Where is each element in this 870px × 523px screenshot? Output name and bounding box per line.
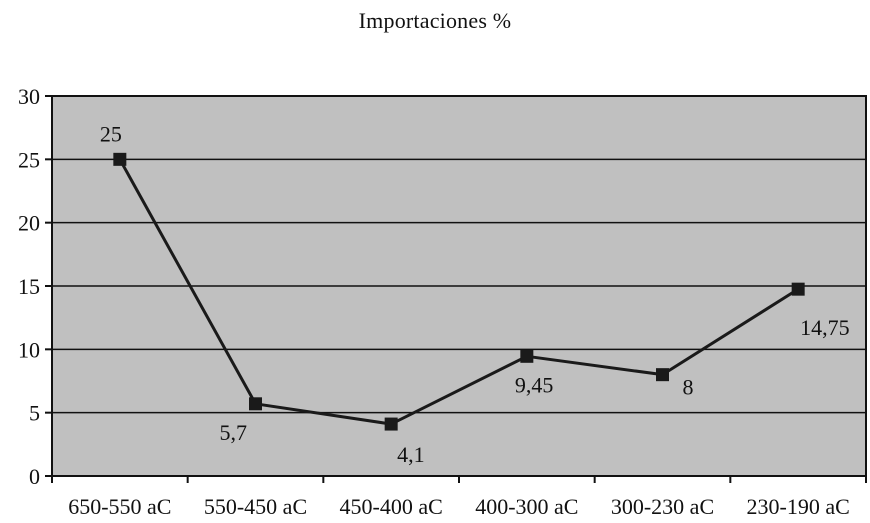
y-tick-label: 5 bbox=[29, 401, 40, 426]
data-point-marker bbox=[656, 368, 669, 382]
data-label: 25 bbox=[100, 121, 122, 146]
x-tick-label: 450-400 aC bbox=[340, 494, 443, 519]
data-point-marker bbox=[384, 417, 398, 431]
axes: 0 5 10 15 20 25 30 650-550 aC 550-450 aC 450-400 … bbox=[18, 84, 867, 519]
x-tick-label: 230-190 aC bbox=[747, 494, 850, 519]
x-tick-label: 650-550 aC bbox=[68, 494, 171, 519]
data-labels: 25 5,7 4,1 9,45 8 14,75 bbox=[100, 121, 850, 467]
y-tick-label: 20 bbox=[18, 211, 40, 236]
data-label: 14,75 bbox=[800, 315, 850, 340]
series-line bbox=[118, 158, 799, 426]
series bbox=[113, 152, 805, 431]
data-point-marker bbox=[113, 152, 127, 166]
gridlines bbox=[52, 158, 866, 414]
y-tick-label: 25 bbox=[18, 147, 40, 172]
data-point-marker bbox=[791, 282, 805, 296]
y-tick-label: 0 bbox=[29, 464, 40, 489]
data-label: 5,7 bbox=[220, 420, 248, 445]
data-label: 8 bbox=[683, 375, 694, 400]
y-tick-label: 15 bbox=[18, 274, 40, 299]
data-point-marker bbox=[249, 397, 262, 411]
data-point-marker bbox=[520, 349, 534, 363]
x-tick-label: 400-300 aC bbox=[475, 494, 578, 519]
data-label: 9,45 bbox=[515, 372, 554, 397]
data-label: 4,1 bbox=[397, 442, 425, 467]
chart-title: Importaciones % bbox=[358, 8, 512, 33]
x-tick-label: 550-450 aC bbox=[204, 494, 307, 519]
y-tick-label: 10 bbox=[18, 337, 40, 362]
y-tick-label: 30 bbox=[18, 84, 40, 109]
x-tick-label: 300-230 aC bbox=[611, 494, 714, 519]
